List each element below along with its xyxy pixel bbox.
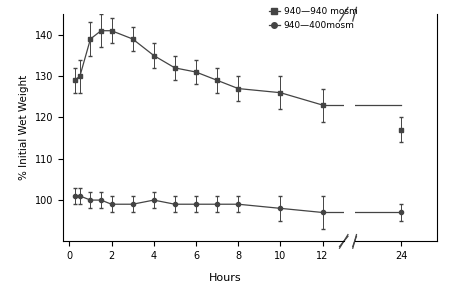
Y-axis label: % Initial Wet Weight: % Initial Wet Weight <box>19 75 29 180</box>
Text: Hours: Hours <box>209 273 241 283</box>
Legend: 940—940 mosm, 940—400mosm: 940—940 mosm, 940—400mosm <box>269 7 357 30</box>
